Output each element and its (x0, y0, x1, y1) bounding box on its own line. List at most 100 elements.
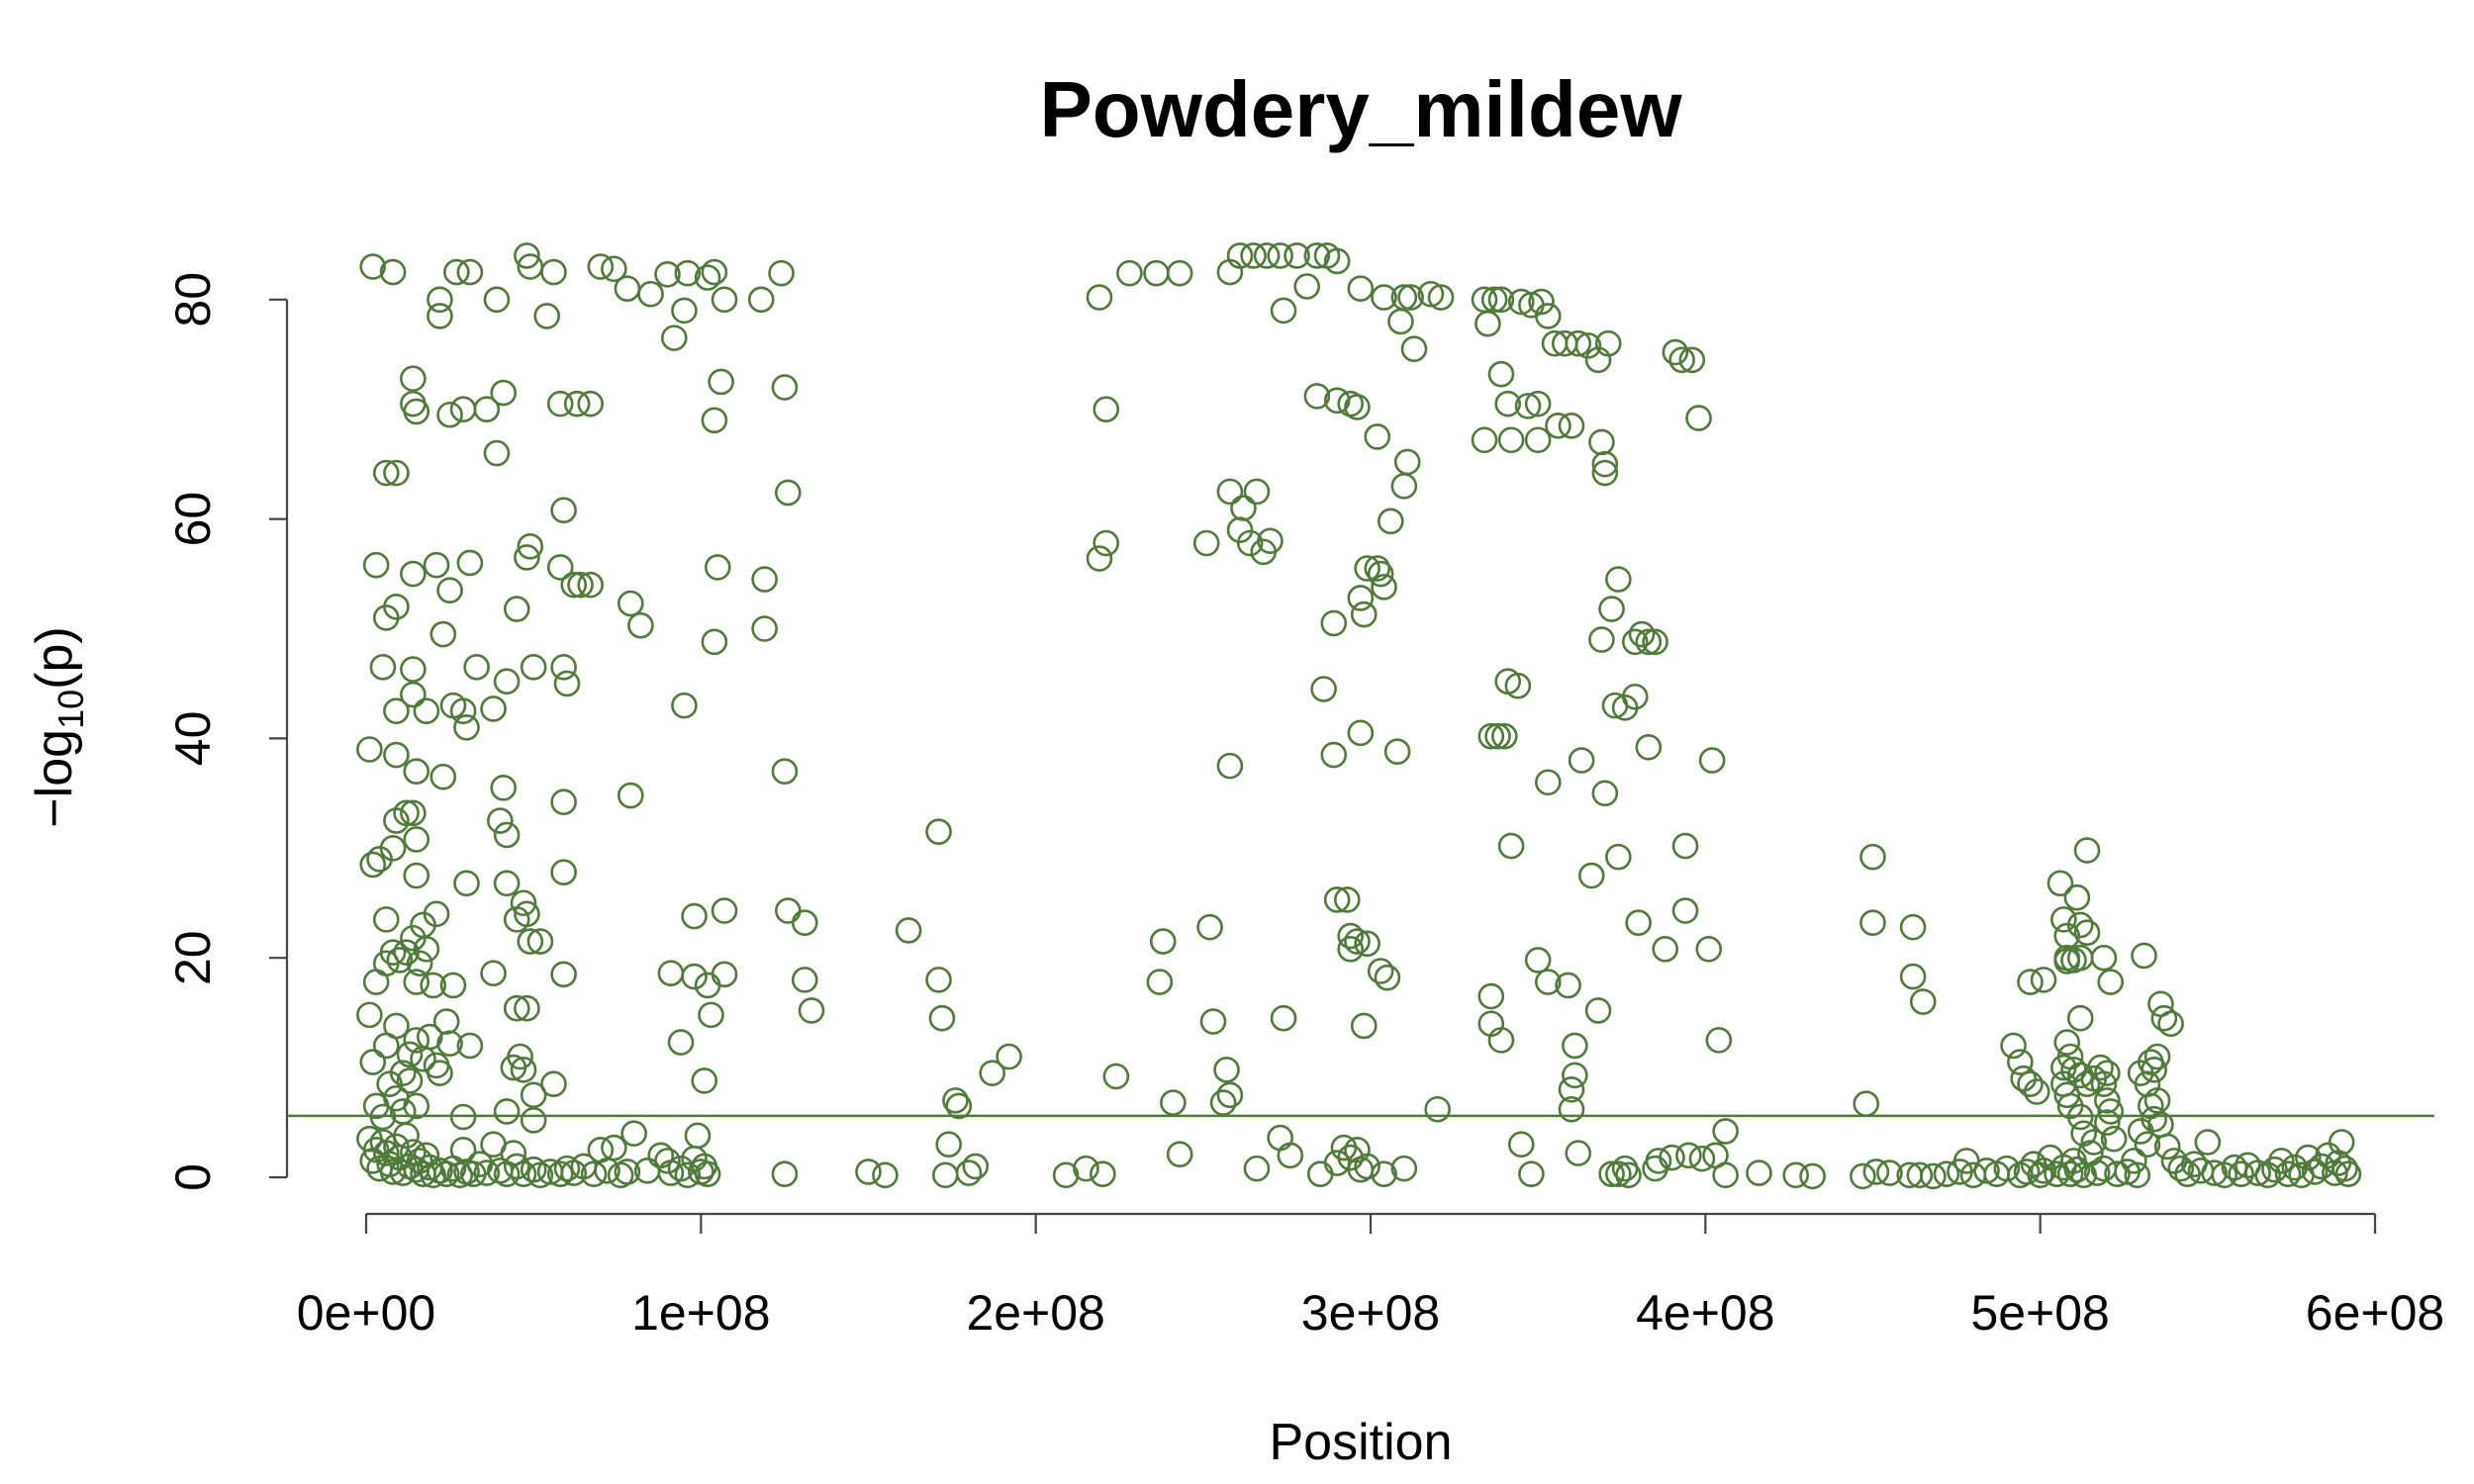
data-point (1535, 303, 1562, 329)
data-point (406, 950, 433, 977)
data-point (400, 1139, 427, 1165)
data-point (711, 961, 738, 988)
data-point (872, 1161, 899, 1189)
data-point (383, 697, 410, 724)
y-tick-label: 0 (165, 1163, 221, 1191)
data-point (1387, 308, 1414, 335)
data-point (2167, 1155, 2195, 1182)
data-point (2066, 1103, 2094, 1131)
data-point (2083, 1159, 2111, 1186)
data-point (372, 459, 400, 487)
data-point (1166, 259, 1193, 287)
data-point (1192, 529, 1220, 557)
data-point (1497, 832, 1525, 860)
data-point (490, 379, 518, 407)
y-axis: 0 20 40 60 80 (165, 272, 289, 1191)
data-point (1712, 1161, 1739, 1189)
data-point (400, 365, 427, 392)
data-point (2094, 1087, 2121, 1114)
data-point (1558, 413, 1585, 439)
data-point (1226, 242, 1254, 269)
data-point (674, 259, 702, 287)
data-point (2053, 1081, 2081, 1109)
data-point (514, 900, 540, 928)
data-point (701, 407, 728, 434)
data-point (1591, 450, 1619, 478)
data-point (359, 851, 387, 879)
data-point (2010, 1065, 2038, 1092)
data-point (580, 1160, 608, 1187)
data-point (1337, 922, 1364, 950)
data-point (791, 909, 818, 937)
data-point (2254, 1161, 2282, 1189)
data-point (443, 258, 470, 286)
data-point (553, 670, 581, 697)
data-point (362, 551, 390, 579)
data-point (1746, 1159, 1772, 1186)
data-point (487, 807, 514, 834)
data-point (925, 967, 952, 993)
data-point (1267, 1124, 1293, 1152)
data-point (2070, 1161, 2097, 1189)
data-point (1475, 310, 1501, 337)
data-point (2094, 1060, 2121, 1086)
data-point (379, 834, 407, 862)
data-point (614, 1159, 641, 1185)
data-point (1545, 413, 1571, 439)
data-point (1494, 390, 1522, 417)
data-point (694, 1160, 721, 1187)
data-point (480, 696, 507, 722)
data-point (1226, 516, 1254, 543)
data-point (620, 1120, 647, 1147)
data-point (1909, 988, 1937, 1015)
data-point (436, 577, 463, 603)
data-point (2097, 969, 2125, 995)
data-point (708, 368, 734, 396)
data-point (2050, 906, 2077, 933)
data-point (1899, 963, 1927, 990)
data-point (701, 628, 728, 656)
data-point (514, 544, 540, 571)
data-point (1303, 383, 1331, 410)
data-point (520, 1081, 547, 1109)
data-point (1504, 672, 1532, 699)
x-tick-label: 0e+00 (297, 1285, 435, 1341)
data-point (1213, 1057, 1240, 1083)
data-point (1149, 928, 1177, 955)
data-point (480, 960, 507, 987)
data-point (1899, 913, 1927, 941)
data-point (546, 390, 574, 417)
data-point (510, 1057, 537, 1083)
data-point (1535, 969, 1562, 995)
data-point (1093, 396, 1120, 423)
data-point (771, 758, 799, 785)
data-point (1487, 360, 1515, 388)
data-point (1562, 1062, 1588, 1089)
data-point (483, 439, 511, 467)
data-point (2060, 947, 2087, 974)
data-point (1344, 394, 1371, 420)
data-point (436, 401, 463, 428)
data-point (413, 936, 440, 963)
data-point (500, 1140, 527, 1166)
data-point (2080, 1129, 2108, 1156)
data-point (1862, 1159, 1890, 1185)
data-point (2066, 1004, 2094, 1032)
data-point (2023, 1078, 2050, 1105)
data-point (563, 390, 591, 417)
data-point (386, 947, 414, 974)
data-point (1591, 459, 1619, 487)
data-point (490, 775, 518, 801)
data-point (2160, 1148, 2188, 1174)
data-point (1668, 346, 1695, 374)
data-point (2143, 1043, 2171, 1070)
data-point (955, 1159, 983, 1186)
data-point (2328, 1129, 2355, 1156)
data-point (1605, 843, 1632, 871)
data-point (1240, 242, 1267, 269)
data-point (379, 939, 407, 966)
data-point (376, 1070, 403, 1098)
data-point (2073, 919, 2101, 946)
data-point (503, 1153, 530, 1180)
data-point (362, 969, 390, 995)
